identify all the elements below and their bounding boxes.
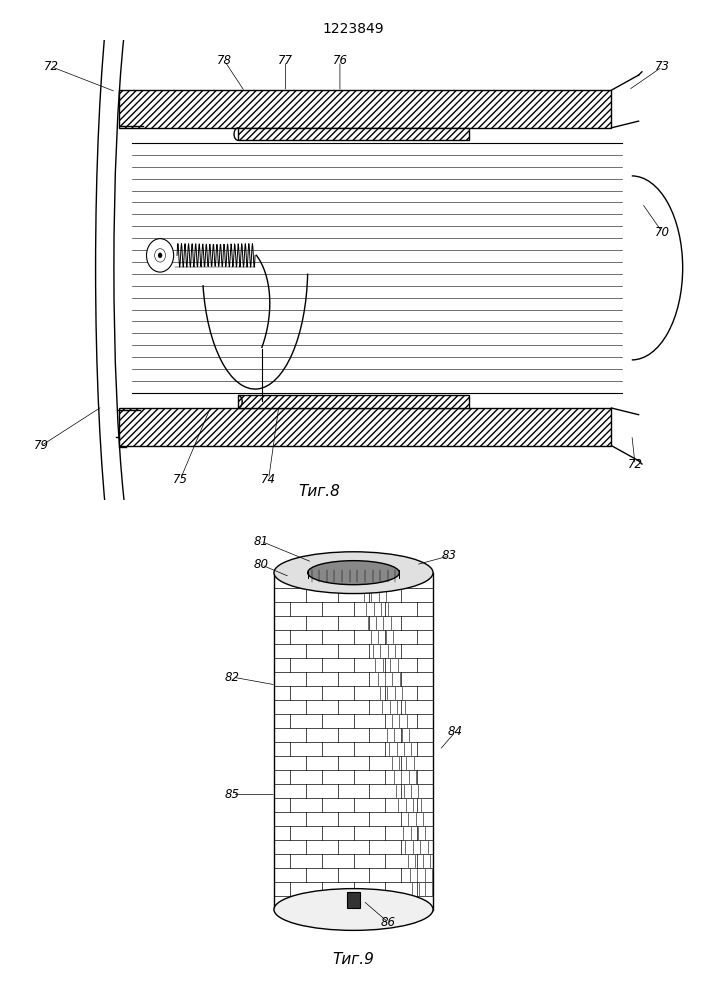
Text: 86: 86: [381, 916, 396, 929]
Text: 81: 81: [254, 535, 269, 548]
Text: 85: 85: [225, 788, 240, 801]
Text: 75: 75: [173, 473, 188, 486]
Circle shape: [146, 239, 174, 272]
Text: 79: 79: [34, 439, 49, 452]
Text: 82: 82: [225, 671, 240, 684]
Ellipse shape: [308, 561, 399, 585]
Bar: [238, 395, 469, 408]
Circle shape: [158, 253, 162, 258]
Text: 74: 74: [261, 473, 276, 486]
Text: 70: 70: [655, 226, 670, 239]
Text: 84: 84: [448, 725, 463, 738]
Ellipse shape: [274, 889, 433, 930]
Text: 76: 76: [332, 54, 347, 67]
Text: Τиг.8: Τиг.8: [298, 484, 341, 499]
Bar: [119, 408, 612, 446]
Text: Τиг.9: Τиг.9: [332, 952, 375, 967]
Circle shape: [155, 249, 165, 262]
Text: 1223849: 1223849: [322, 22, 385, 36]
Ellipse shape: [274, 552, 433, 594]
Text: 80: 80: [254, 558, 269, 571]
Bar: [238, 128, 469, 140]
Bar: [119, 90, 612, 128]
Text: 78: 78: [217, 54, 232, 67]
Text: 73: 73: [655, 60, 670, 73]
Text: 72: 72: [628, 458, 643, 471]
Bar: [346, 892, 361, 908]
Text: 77: 77: [278, 54, 293, 67]
Text: 83: 83: [441, 549, 457, 562]
Text: 72: 72: [44, 60, 59, 73]
